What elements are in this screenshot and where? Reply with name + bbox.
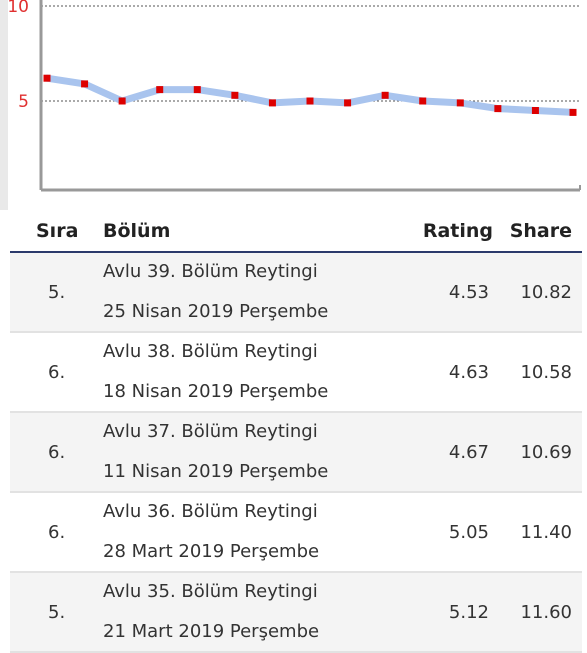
data-point-9 [381, 91, 389, 99]
rating-chart: 10 5 [0, 0, 587, 210]
row-sira: 6. [48, 361, 66, 383]
row-bolum: Avlu 36. Bölüm Reytingi 28 Mart 2019 Per… [103, 492, 385, 572]
data-point-5 [231, 91, 239, 99]
table-header: Sıra Bölüm Rating Share [10, 210, 582, 253]
table-row: 5. Avlu 39. Bölüm Reytingi 25 Nisan 2019… [10, 253, 582, 333]
episode-date: 11 Nisan 2019 Perşembe [103, 461, 329, 482]
episode-date: 25 Nisan 2019 Perşembe [103, 301, 329, 322]
row-share: 11.40 [520, 521, 572, 543]
table-row: 6. Avlu 38. Bölüm Reytingi 18 Nisan 2019… [10, 333, 582, 413]
row-rating: 4.67 [448, 441, 489, 463]
episode-date: 28 Mart 2019 Perşembe [103, 541, 320, 562]
row-sira: 6. [48, 521, 66, 543]
data-point-4 [193, 86, 201, 94]
row-sira: 5. [48, 281, 66, 303]
data-point-13 [531, 107, 539, 114]
row-bolum: Avlu 39. Bölüm Reytingi 25 Nisan 2019 Pe… [103, 252, 385, 332]
data-point-2 [118, 97, 126, 105]
row-share: 10.82 [520, 281, 572, 303]
row-rating: 5.12 [448, 601, 489, 623]
data-point-3 [156, 86, 164, 94]
data-point-6 [268, 99, 276, 107]
data-point-8 [344, 99, 352, 107]
row-bolum: Avlu 38. Bölüm Reytingi 18 Nisan 2019 Pe… [103, 332, 385, 412]
header-share: Share [509, 219, 572, 242]
rating-chart-svg: 10 5 [7, 0, 581, 192]
row-bolum: Avlu 37. Bölüm Reytingi 11 Nisan 2019 Pe… [103, 412, 385, 492]
ratings-table: Sıra Bölüm Rating Share 5. Avlu 39. Bölü… [10, 210, 582, 653]
episode-link[interactable]: Avlu 37. Bölüm Reytingi [103, 421, 318, 442]
data-point-10 [419, 97, 427, 105]
row-rating: 4.63 [448, 361, 489, 383]
header-rating: Rating [422, 219, 493, 242]
data-point-11 [456, 99, 464, 107]
row-rating: 5.05 [448, 521, 489, 543]
data-point-7 [306, 97, 314, 105]
episode-date: 18 Nisan 2019 Perşembe [103, 381, 329, 402]
header-sira: Sıra [36, 219, 79, 242]
episode-link[interactable]: Avlu 39. Bölüm Reytingi [103, 261, 318, 282]
series-line [43, 74, 577, 116]
row-sira: 6. [48, 441, 66, 463]
episode-date: 21 Mart 2019 Perşembe [103, 621, 320, 642]
episode-link[interactable]: Avlu 36. Bölüm Reytingi [103, 501, 318, 522]
data-point-14 [569, 108, 577, 116]
episode-link[interactable]: Avlu 38. Bölüm Reytingi [103, 341, 318, 362]
table-row: 6. Avlu 36. Bölüm Reytingi 28 Mart 2019 … [10, 493, 582, 573]
y-tick-label-5: 5 [18, 92, 29, 112]
data-point-12 [494, 105, 502, 113]
row-share: 11.60 [520, 601, 572, 623]
row-rating: 4.53 [448, 281, 489, 303]
row-bolum: Avlu 35. Bölüm Reytingi 21 Mart 2019 Per… [103, 572, 385, 652]
data-point-0 [43, 74, 51, 82]
table-row: 6. Avlu 37. Bölüm Reytingi 11 Nisan 2019… [10, 413, 582, 493]
y-tick-label-10: 10 [7, 0, 29, 17]
row-share: 10.69 [520, 441, 572, 463]
row-sira: 5. [48, 601, 66, 623]
episode-link[interactable]: Avlu 35. Bölüm Reytingi [103, 581, 318, 602]
header-bolum: Bölüm [103, 219, 171, 242]
table-row: 5. Avlu 35. Bölüm Reytingi 21 Mart 2019 … [10, 573, 582, 653]
row-share: 10.58 [520, 361, 572, 383]
data-point-1 [81, 80, 89, 88]
